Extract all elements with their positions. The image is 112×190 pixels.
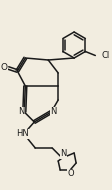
Text: Cl: Cl bbox=[101, 51, 110, 60]
Text: HN: HN bbox=[16, 130, 29, 139]
Text: N: N bbox=[18, 108, 25, 116]
Text: O: O bbox=[68, 169, 74, 178]
Text: N: N bbox=[60, 150, 66, 158]
Text: O: O bbox=[1, 63, 8, 73]
Text: N: N bbox=[50, 108, 56, 116]
